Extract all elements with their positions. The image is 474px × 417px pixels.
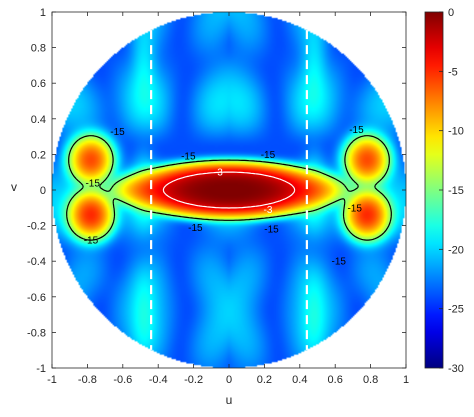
y-tick-label: -0.8	[27, 327, 46, 339]
x-tick-label: -0.4	[149, 374, 168, 386]
contour-label: -15	[332, 257, 347, 268]
plot-area: -3 -3 -15 -15 -15 -15 -15 -15 -15 -15 -15 -15	[51, 11, 407, 369]
y-axis-label: v	[11, 180, 17, 194]
x-tick-label: 0.4	[292, 374, 307, 386]
y-tick-label: 0.6	[31, 78, 46, 90]
y-tick-label: -0.4	[27, 256, 46, 268]
contour-label: -15	[188, 223, 203, 234]
contour-label: -15	[110, 127, 125, 138]
y-tick-label: 0.2	[31, 149, 46, 161]
contour-label: -15	[261, 150, 276, 161]
y-tick-label: -0.6	[27, 292, 46, 304]
x-tick-label: 0.6	[328, 374, 343, 386]
x-axis-label: u	[226, 393, 233, 407]
y-tick-label: 0.8	[31, 43, 46, 55]
pattern-heatmap	[52, 12, 406, 368]
x-tick-label: 0.8	[363, 374, 378, 386]
contour-label: -3	[263, 205, 272, 216]
y-tick-label: 1	[40, 7, 46, 19]
y-tick-label: 0.4	[31, 114, 46, 126]
colorbar-tick-label: -15	[448, 185, 464, 197]
y-tick-label: -0.2	[27, 221, 46, 233]
colorbar-tick-label: -10	[448, 126, 464, 138]
contour-label: -15	[181, 152, 196, 163]
contour-line	[66, 135, 392, 241]
x-tick-label: -0.6	[113, 374, 132, 386]
contour-label: -15	[84, 235, 99, 246]
contour-line	[162, 171, 296, 209]
colorbar-tick-label: -20	[448, 244, 464, 256]
x-tick-label: -1	[47, 374, 57, 386]
x-tick-label: 0	[226, 374, 232, 386]
x-tick-label: 0.2	[257, 374, 272, 386]
contour-label: -15	[347, 203, 362, 214]
x-tick-label: 1	[403, 374, 409, 386]
colorbar: 0 -5 -10 -15 -20 -25 -30	[424, 7, 464, 375]
y-tick-label: 0	[40, 185, 46, 197]
contour-label: -15	[349, 125, 364, 136]
x-tick-label: -0.2	[184, 374, 203, 386]
x-tick-label: -0.8	[78, 374, 97, 386]
colorbar-tick-label: -30	[448, 363, 464, 375]
contour-label: -3	[214, 168, 223, 179]
colorbar-tick-label: -5	[448, 66, 458, 78]
x-axis: -1 -0.8 -0.6 -0.4 -0.2 0 0.2 0.4 0.6 0.8 1	[47, 12, 409, 386]
y-tick-label: -1	[36, 363, 46, 375]
contour-label: -15	[85, 178, 100, 189]
colorbar-tick-label: -25	[448, 304, 464, 316]
contour-label: -15	[264, 225, 279, 236]
y-axis: -1 -0.8 -0.6 -0.4 -0.2 0 0.2 0.4 0.6 0.8 1	[27, 7, 406, 375]
colorbar-tick-label: 0	[448, 7, 454, 19]
